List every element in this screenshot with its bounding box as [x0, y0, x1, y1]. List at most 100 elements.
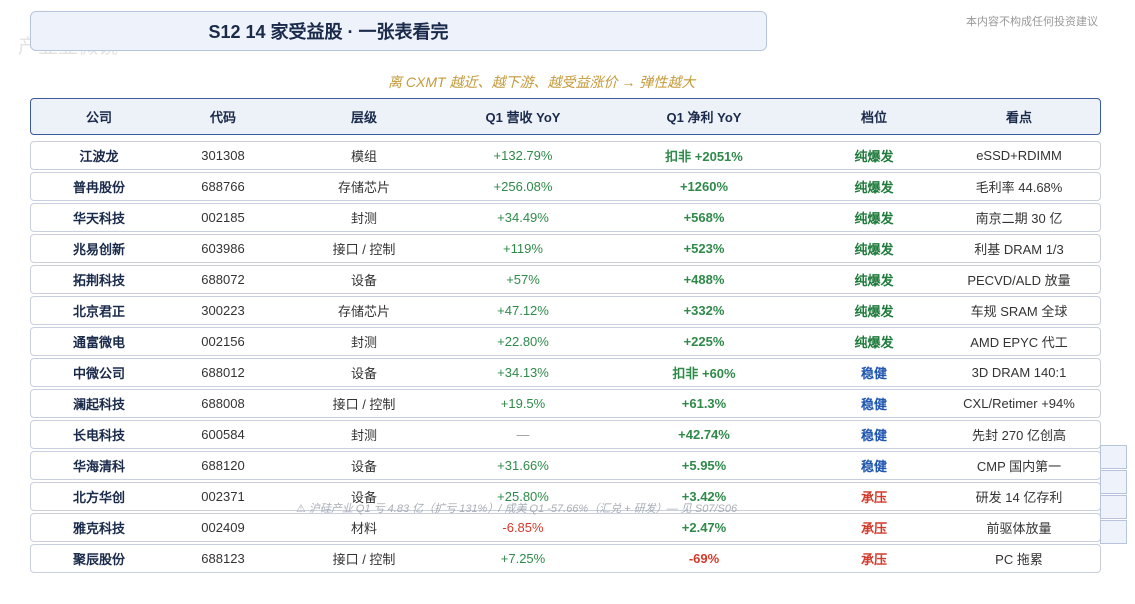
cell: 材料	[350, 521, 377, 536]
cell: 688120	[201, 458, 245, 473]
cell: 纯爆发	[854, 211, 894, 226]
table-row: 聚辰股份 688123 接口 / 控制 +7.25% -69% 承压 PC 拖累	[30, 544, 1101, 573]
cell: +568%	[683, 210, 725, 225]
cell: +1260%	[679, 179, 729, 194]
cell: 存储芯片	[337, 180, 390, 195]
cell: 扣非 +60%	[672, 366, 736, 381]
cell: +19.5%	[500, 396, 546, 411]
side-tab	[1100, 495, 1127, 519]
cell: 长电科技	[72, 428, 125, 443]
column-header: 层级	[350, 110, 377, 125]
cell: +488%	[683, 272, 725, 287]
cell: 688008	[201, 396, 245, 411]
cell: 设备	[350, 459, 377, 474]
column-header: 看点	[1005, 110, 1032, 125]
cell: 北京君正	[72, 304, 125, 319]
cell: 接口 / 控制	[332, 552, 396, 567]
table-row: 拓荆科技 688072 设备 +57% +488% 纯爆发 PECVD/ALD 放量	[30, 265, 1101, 294]
cell: +42.74%	[678, 427, 730, 442]
cell: 301308	[201, 148, 245, 163]
cell: -6.85%	[502, 520, 544, 535]
column-header: 代码	[209, 110, 236, 125]
cell: 300223	[201, 303, 245, 318]
cell: 600584	[201, 427, 245, 442]
table-row: 澜起科技 688008 接口 / 控制 +19.5% +61.3% 稳健 CXL/Retim…	[30, 389, 1101, 418]
cell: +22.80%	[497, 334, 549, 349]
cell: 承压	[860, 490, 887, 505]
cell: 模组	[350, 149, 377, 164]
column-header: 公司	[85, 110, 112, 125]
cell: 车规 SRAM 全球	[970, 304, 1068, 319]
cell: 华天科技	[72, 211, 125, 226]
disclaimer: 本内容不构成任何投资建议	[966, 16, 1098, 28]
table-row: 中微公司 688012 设备 +34.13% 扣非 +60% 稳健 3D DRAM 140:…	[30, 358, 1101, 387]
cell: 3D DRAM 140:1	[971, 365, 1067, 380]
cell: 兆易创新	[72, 242, 125, 257]
cell: eSSD+RDIMM	[976, 148, 1062, 163]
cell: 设备	[350, 490, 377, 505]
cell: 存储芯片	[337, 304, 390, 319]
cell: 002156	[201, 334, 245, 349]
cell: +3.42%	[681, 489, 727, 504]
column-header: Q1 营收 YoY	[485, 110, 561, 125]
cell: 纯爆发	[854, 335, 894, 350]
subtitle: 离 CXMT 越近、越下游、越受益涨价 → 弹性越大	[388, 74, 696, 90]
cell: +5.95%	[681, 458, 727, 473]
table-row: 通富微电 002156 封测 +22.80% +225% 纯爆发 AMD EPYC 代工	[30, 327, 1101, 356]
cell: 纯爆发	[854, 180, 894, 195]
cell: 纯爆发	[854, 149, 894, 164]
cell: 毛利率 44.68%	[975, 180, 1063, 195]
cell: 中微公司	[72, 366, 125, 381]
cell: 稳健	[860, 397, 887, 412]
cell: 扣非 +2051%	[665, 149, 743, 164]
table-row: 兆易创新 603986 接口 / 控制 +119% +523% 纯爆发 利基 DRAM 1/…	[30, 234, 1101, 263]
cell: 雅克科技	[72, 521, 125, 536]
cell: 稳健	[860, 459, 887, 474]
cell: +25.80%	[497, 489, 549, 504]
cell: 承压	[860, 521, 887, 536]
cell: 封测	[350, 428, 377, 443]
table-row: 北京君正 300223 存储芯片 +47.12% +332% 纯爆发 车规 SRAM 全球	[30, 296, 1101, 325]
cell: +332%	[683, 303, 725, 318]
cell: 前驱体放量	[986, 521, 1052, 536]
note: ⚠ 沪硅产业 Q1 亏 4.83 亿（扩亏 131%）/ 成美 Q1 -57.6…	[296, 503, 738, 515]
cell: AMD EPYC 代工	[970, 335, 1068, 350]
cell: 封测	[350, 335, 377, 350]
cell: 002409	[201, 520, 245, 535]
title: S12 14 家受益股 · 一张表看完	[208, 22, 449, 42]
table-row: 华天科技 002185 封测 +34.49% +568% 纯爆发 南京二期 30 亿	[30, 203, 1101, 232]
cell: 华海清科	[72, 459, 125, 474]
cell: +7.25%	[500, 551, 546, 566]
cell: +256.08%	[493, 179, 553, 194]
cell: 002185	[201, 210, 245, 225]
cell: 承压	[860, 552, 887, 567]
header-row: 公司 代码 层级 Q1 营收 YoY Q1 净利 YoY 档位 看点	[30, 98, 1101, 135]
cell: +31.66%	[497, 458, 549, 473]
table-row: 北方华创 002371 设备 +25.80% +3.42% 承压 研发 14 亿存利	[30, 482, 1101, 511]
cell: 北方华创	[72, 490, 125, 505]
cell: 封测	[350, 211, 377, 226]
cell: +523%	[683, 241, 725, 256]
column-header: Q1 净利 YoY	[666, 110, 742, 125]
cell: 通富微电	[72, 335, 125, 350]
cell: +225%	[683, 334, 725, 349]
cell: 002371	[201, 489, 245, 504]
side-tab	[1100, 445, 1127, 469]
cell: 普冉股份	[72, 180, 125, 195]
cell: 先封 270 亿创高	[972, 428, 1066, 443]
cell: 江波龙	[79, 149, 119, 164]
cell: +34.13%	[497, 365, 549, 380]
cell: 稳健	[860, 428, 887, 443]
cell: 纯爆发	[854, 242, 894, 257]
cell: 澜起科技	[72, 397, 125, 412]
cell: 688766	[201, 179, 245, 194]
cell: CXL/Retimer +94%	[963, 396, 1075, 411]
cell: 688123	[201, 551, 245, 566]
cell: 利基 DRAM 1/3	[974, 242, 1064, 257]
cell: 接口 / 控制	[332, 242, 396, 257]
title-box: S12 14 家受益股 · 一张表看完	[30, 11, 767, 51]
cell: +2.47%	[681, 520, 727, 535]
table-row: 普冉股份 688766 存储芯片 +256.08% +1260% 纯爆发 毛利率 44.68…	[30, 172, 1101, 201]
cell: +61.3%	[681, 396, 727, 411]
